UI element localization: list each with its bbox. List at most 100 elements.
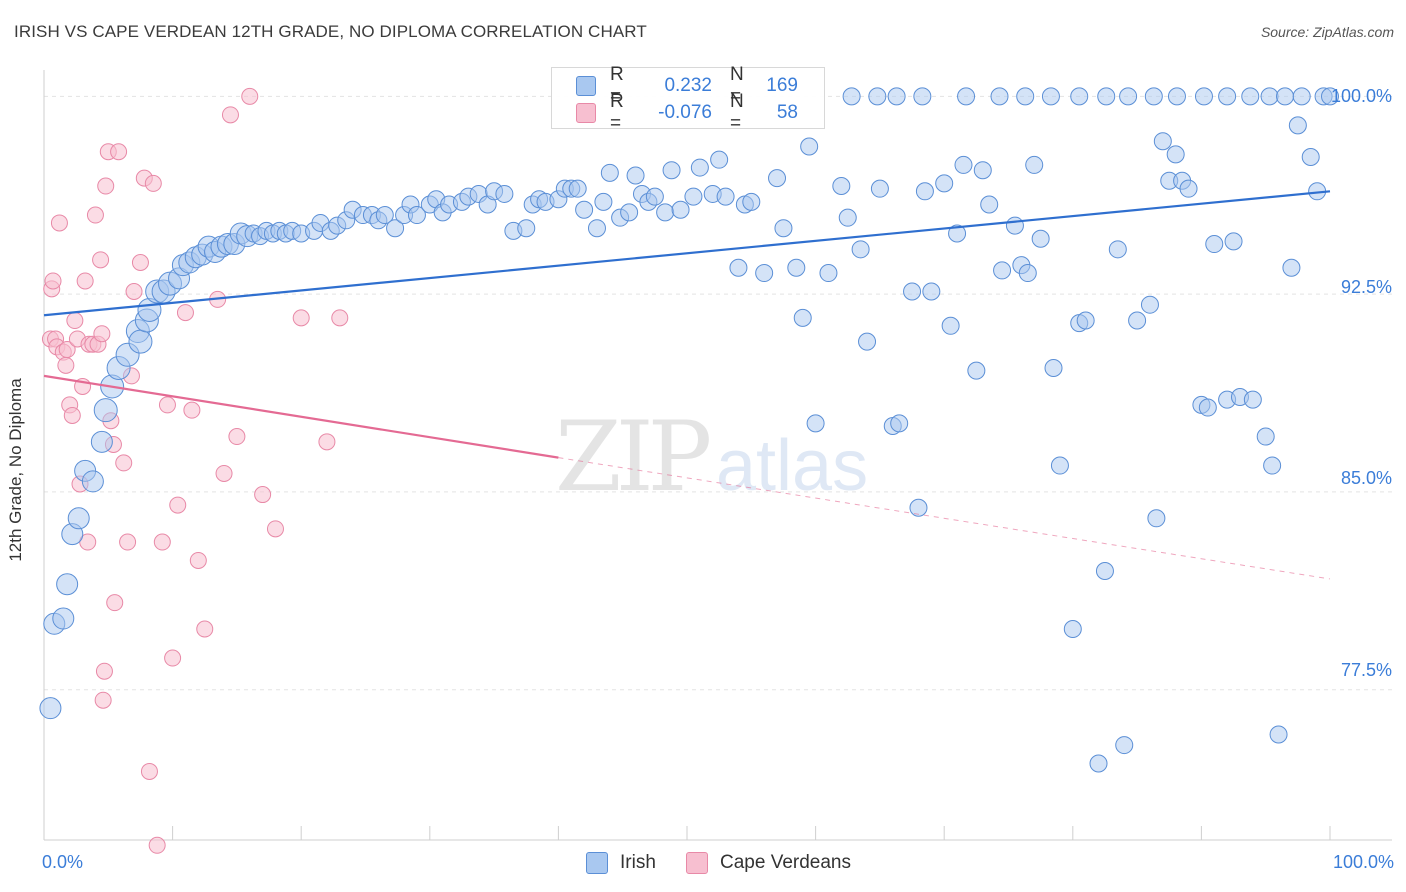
irish-point — [710, 150, 729, 169]
irish-point — [1166, 145, 1185, 164]
cape-trend-extension — [558, 457, 1331, 580]
irish-point — [517, 219, 536, 238]
irish-point — [690, 158, 709, 177]
irish-point — [954, 155, 973, 174]
irish-point — [742, 192, 761, 211]
cape-verdean-point — [266, 520, 284, 538]
irish-point — [600, 163, 619, 182]
irish-point — [407, 206, 426, 225]
irish-point — [1108, 240, 1127, 259]
irish-legend-swatch — [586, 852, 608, 874]
irish-point — [1128, 311, 1147, 330]
cape-verdean-point — [66, 312, 84, 330]
irish-point — [967, 361, 986, 380]
watermark: ZIP atlas — [555, 401, 868, 513]
irish-point — [81, 470, 104, 493]
irish-point — [1263, 456, 1282, 475]
irish-point — [1260, 87, 1279, 106]
x-tick-label-max: 100.0% — [1332, 852, 1394, 872]
irish-point — [128, 329, 153, 354]
irish-point — [1070, 87, 1089, 106]
cape-verdean-point — [189, 551, 207, 569]
irish-point — [1243, 390, 1262, 409]
irish-point — [1224, 232, 1243, 251]
cape-verdean-point — [94, 691, 112, 709]
r-value: -0.076 — [658, 102, 712, 123]
watermark-atlas: atlas — [716, 426, 868, 506]
irish-point — [495, 184, 514, 203]
irish-point — [842, 87, 861, 106]
irish-point — [575, 200, 594, 219]
y-tick-label: 85.0% — [1340, 468, 1392, 488]
irish-point — [587, 219, 606, 238]
irish-point — [1205, 235, 1224, 254]
r-label: R = — [610, 91, 624, 134]
cape-verdean-point — [228, 428, 246, 446]
irish-point — [1301, 148, 1320, 167]
irish-swatch — [576, 76, 596, 96]
cape-verdean-point — [221, 106, 239, 124]
irish-point — [1282, 258, 1301, 277]
cape-verdean-point — [196, 620, 214, 638]
irish-point — [793, 308, 812, 327]
irish-point — [1076, 311, 1095, 330]
legend-item-cape-verdeans[interactable]: Cape Verdeans — [686, 852, 851, 874]
irish-point — [1153, 132, 1172, 151]
irish-point — [1275, 87, 1294, 106]
irish-point — [1005, 216, 1024, 235]
irish-point — [93, 398, 118, 423]
cape-trend-line — [43, 374, 559, 459]
irish-point — [957, 87, 976, 106]
irish-point — [1144, 87, 1163, 106]
irish-point — [819, 264, 838, 283]
irish-point — [626, 166, 645, 185]
irish-point — [645, 187, 664, 206]
irish-point — [386, 219, 405, 238]
cape-verdean-point — [254, 486, 272, 504]
irish-point — [1025, 155, 1044, 174]
cape-verdean-point — [50, 214, 68, 232]
legend-item-irish[interactable]: Irish — [586, 852, 656, 874]
cape-verdean-point — [144, 174, 162, 192]
irish-point — [787, 258, 806, 277]
cape-verdean-point — [131, 254, 149, 271]
r-value: 0.232 — [664, 75, 712, 96]
n-label: N = — [730, 64, 744, 107]
irish-point — [1147, 509, 1166, 528]
irish-point — [973, 161, 992, 180]
irish-point — [1167, 87, 1186, 106]
irish-point — [768, 169, 787, 188]
irish-point — [1016, 87, 1035, 106]
irish-point — [1256, 427, 1275, 446]
irish-point — [935, 174, 954, 193]
cape-verdean-point — [57, 356, 75, 374]
irish-point — [656, 203, 675, 222]
irish-point — [948, 224, 967, 243]
y-tick-label: 100.0% — [1330, 86, 1392, 106]
cape-verdeans-points — [41, 87, 349, 854]
y-tick-label: 92.5% — [1340, 277, 1392, 297]
irish-point — [993, 261, 1012, 280]
irish-point — [375, 206, 394, 225]
irish-point — [568, 179, 587, 198]
cape-verdean-point — [318, 433, 336, 451]
irish-point — [915, 182, 934, 201]
irish-point — [1241, 87, 1260, 106]
legend-label-irish: Irish — [620, 852, 656, 873]
irish-point — [858, 332, 877, 351]
irish-point — [1194, 87, 1213, 106]
irish-point — [832, 177, 851, 196]
watermark-zip: ZIP — [555, 401, 710, 513]
irish-point — [67, 507, 90, 530]
irish-point — [1050, 456, 1069, 475]
irish-point — [1018, 264, 1037, 283]
irish-point — [1269, 725, 1288, 744]
irish-point — [868, 87, 887, 106]
cape-verdean-point — [97, 177, 115, 195]
irish-point — [1115, 736, 1134, 755]
irish-point — [755, 264, 774, 283]
irish-point — [1292, 87, 1311, 106]
y-axis-label: 12th Grade, No Diploma — [6, 378, 25, 562]
cape-verdean-point — [115, 454, 133, 472]
